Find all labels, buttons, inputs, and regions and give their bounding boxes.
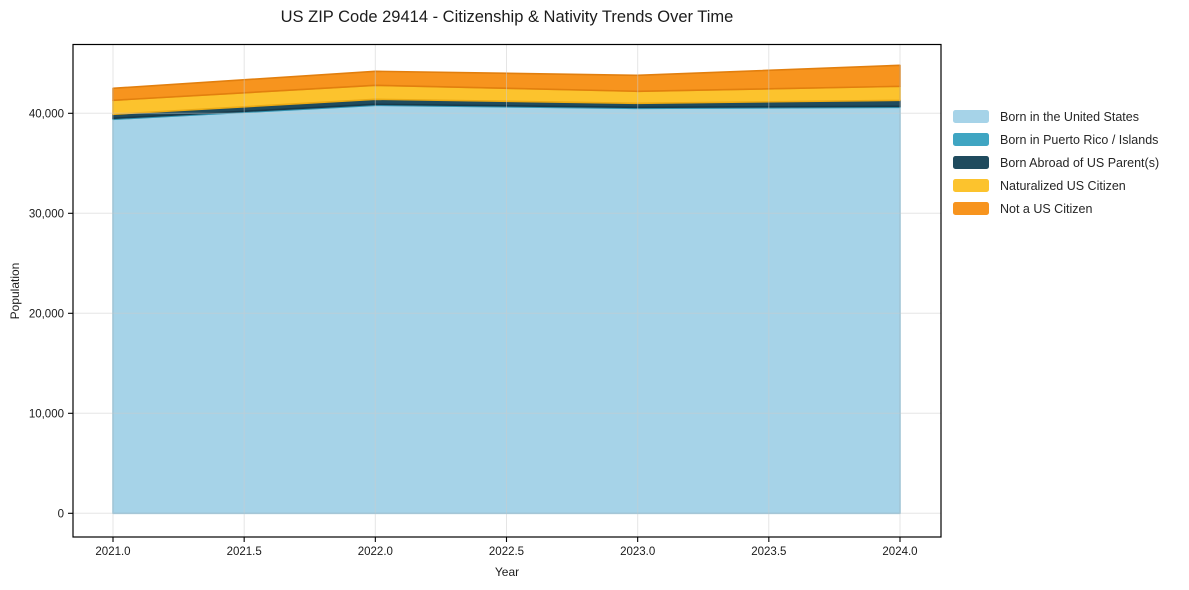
legend-label: Not a US Citizen (1000, 201, 1093, 216)
y-tick-label: 10,000 (29, 408, 64, 420)
legend-swatch (953, 110, 989, 123)
y-tick-label: 0 (58, 508, 64, 520)
gridlines (73, 44, 941, 537)
legend-label: Born in Puerto Rico / Islands (1000, 132, 1159, 147)
y-tick-label: 30,000 (29, 208, 64, 220)
legend-item-3: Naturalized US Citizen (953, 174, 1159, 197)
x-axis-label: Year (494, 565, 520, 579)
legend-item-4: Not a US Citizen (953, 197, 1159, 220)
y-tick-label: 20,000 (29, 308, 64, 320)
legend-swatch (953, 179, 989, 192)
legend-label: Born in the United States (1000, 109, 1139, 124)
x-tick-label: 2023.0 (620, 546, 655, 558)
x-tick-label: 2022.0 (358, 546, 393, 558)
axis-ticks (68, 112, 901, 542)
chart-title: US ZIP Code 29414 - Citizenship & Nativi… (280, 8, 734, 26)
legend-swatch (953, 202, 989, 215)
y-tick-label: 40,000 (29, 108, 64, 120)
legend: Born in the United States Born in Puerto … (953, 105, 1159, 220)
legend-item-2: Born Abroad of US Parent(s) (953, 151, 1159, 174)
legend-item-1: Born in Puerto Rico / Islands (953, 128, 1159, 151)
y-axis-label: Population (8, 262, 22, 320)
x-tick-label: 2021.0 (95, 546, 130, 558)
legend-label: Naturalized US Citizen (1000, 178, 1126, 193)
x-tick-label: 2021.5 (227, 546, 262, 558)
x-tick-label: 2023.5 (751, 546, 786, 558)
legend-label: Born Abroad of US Parent(s) (1000, 155, 1160, 170)
legend-item-0: Born in the United States (953, 105, 1159, 128)
legend-swatch (953, 156, 989, 169)
x-tick-label: 2022.5 (489, 546, 524, 558)
x-tick-label: 2024.0 (882, 546, 917, 558)
legend-swatch (953, 133, 989, 146)
